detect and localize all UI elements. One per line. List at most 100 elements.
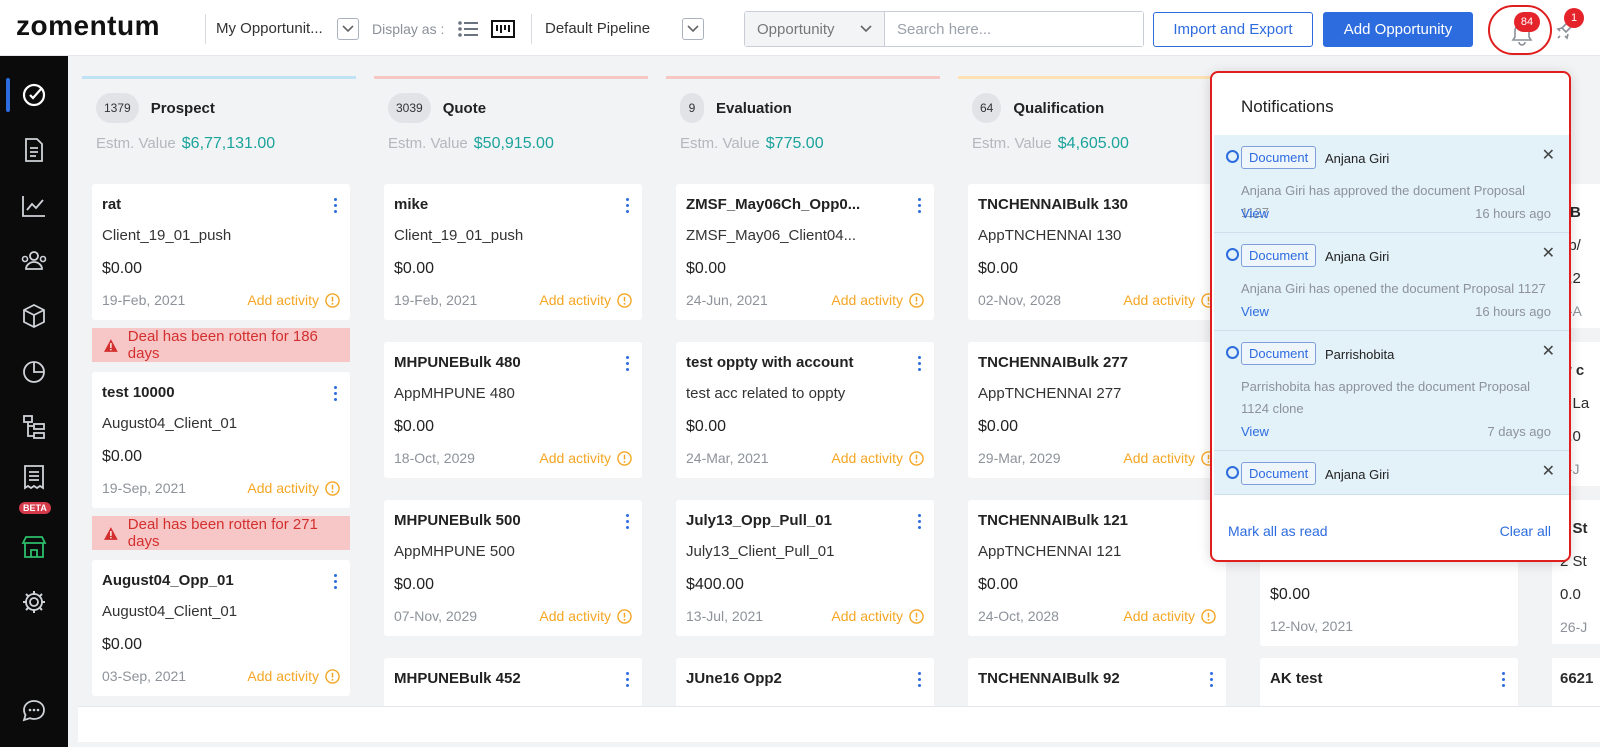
opportunity-card[interactable]: rat Client_19_01_push $0.00 19-Feb, 2021…: [92, 184, 350, 320]
mark-all-read-button[interactable]: Mark all as read: [1228, 523, 1328, 539]
dashboard-icon[interactable]: [21, 359, 47, 385]
card-title: MHPUNEBulk 480: [394, 354, 521, 371]
view-link[interactable]: View: [1241, 424, 1269, 439]
unread-indicator-icon[interactable]: [1226, 346, 1239, 359]
card-menu-icon[interactable]: [626, 514, 630, 529]
active-indicator: [6, 78, 10, 112]
workflows-icon[interactable]: [21, 414, 47, 440]
chat-icon[interactable]: [21, 698, 47, 724]
close-icon[interactable]: ✕: [1541, 147, 1555, 164]
card-menu-icon[interactable]: [918, 198, 922, 213]
add-activity-link[interactable]: Add activity: [831, 608, 924, 624]
estm-value: $4,605.00: [1057, 135, 1129, 152]
add-activity-link[interactable]: Add activity: [1123, 292, 1216, 308]
notification-item[interactable]: Document Parrishobita ✕ Parrishobita has…: [1214, 331, 1569, 451]
notifications-title: Notifications: [1241, 97, 1334, 116]
opportunity-card[interactable]: MHPUNEBulk 500 AppMHPUNE 500 $0.00 07-No…: [384, 500, 642, 636]
card-amount: $0.00: [394, 260, 435, 277]
opportunity-card[interactable]: MHPUNEBulk 480 AppMHPUNE 480 $0.00 18-Oc…: [384, 342, 642, 478]
card-date: 24-Mar, 2021: [686, 450, 769, 466]
card-menu-icon[interactable]: [1210, 672, 1214, 687]
clear-all-button[interactable]: Clear all: [1499, 523, 1551, 539]
info-circle-icon: [325, 480, 340, 496]
settings-icon[interactable]: [21, 589, 47, 615]
list-view-icon[interactable]: [456, 19, 480, 39]
add-activity-label: Add activity: [1123, 608, 1195, 624]
opportunity-card[interactable]: ZMSF_May06Ch_Opp0... ZMSF_May06_Client04…: [676, 184, 934, 320]
column-header: 3039 Quote Estm. Value $50,915.00: [374, 76, 648, 172]
add-activity-link[interactable]: Add activity: [539, 608, 632, 624]
pipeline-dropdown-button[interactable]: [682, 18, 704, 40]
opportunity-card[interactable]: test oppty with account test acc related…: [676, 342, 934, 478]
card-menu-icon[interactable]: [918, 356, 922, 371]
unread-indicator-icon[interactable]: [1226, 466, 1239, 479]
pipeline-selector[interactable]: Default Pipeline: [545, 20, 651, 37]
search-input[interactable]: [885, 12, 1143, 46]
card-client: August04_Client_01: [102, 415, 238, 432]
add-opportunity-button[interactable]: Add Opportunity: [1323, 12, 1473, 47]
products-icon[interactable]: [21, 303, 47, 329]
card-title: ZMSF_May06Ch_Opp0...: [686, 196, 861, 213]
import-export-button[interactable]: Import and Export: [1153, 12, 1313, 47]
add-activity-link[interactable]: Add activity: [539, 292, 632, 308]
clients-icon[interactable]: [21, 248, 47, 274]
display-as-label: Display as :: [372, 21, 445, 37]
add-activity-link[interactable]: Add activity: [247, 668, 340, 684]
card-menu-icon[interactable]: [334, 574, 338, 589]
opportunity-card[interactable]: July13_Opp_Pull_01 July13_Client_Pull_01…: [676, 500, 934, 636]
close-icon[interactable]: ✕: [1541, 463, 1555, 480]
card-date: 13-Jul, 2021: [686, 608, 764, 624]
horizontal-scrollbar[interactable]: [78, 706, 1600, 742]
add-activity-link[interactable]: Add activity: [247, 292, 340, 308]
marketplace-icon[interactable]: [21, 534, 47, 560]
card-client: AppMHPUNE 480: [394, 385, 515, 402]
add-activity-link[interactable]: Add activity: [1123, 450, 1216, 466]
sidebar: BETA: [0, 56, 68, 747]
add-activity-link[interactable]: Add activity: [247, 480, 340, 496]
billing-icon[interactable]: [21, 464, 47, 490]
notification-item[interactable]: Document Anjana Giri ✕ Anjana Giri has a…: [1214, 135, 1569, 233]
close-icon[interactable]: ✕: [1541, 245, 1555, 262]
close-icon[interactable]: ✕: [1541, 343, 1555, 360]
add-activity-link[interactable]: Add activity: [539, 450, 632, 466]
opportunity-card[interactable]: August04_Opp_01 August04_Client_01 $0.00…: [92, 560, 350, 696]
opportunity-card[interactable]: TNCHENNAIBulk 121 AppTNCHENNAI 121 $0.00…: [968, 500, 1226, 636]
unread-indicator-icon[interactable]: [1226, 150, 1239, 163]
board-view-icon[interactable]: [491, 19, 515, 39]
unread-indicator-icon[interactable]: [1226, 248, 1239, 261]
warning-icon: [104, 526, 118, 540]
card-menu-icon[interactable]: [334, 198, 338, 213]
card-title: rat: [102, 196, 122, 213]
opportunity-card[interactable]: TNCHENNAIBulk 130 AppTNCHENNAI 130 $0.00…: [968, 184, 1226, 320]
opportunity-card[interactable]: test 10000 August04_Client_01 $0.00 19-S…: [92, 372, 350, 508]
opportunity-card[interactable]: TNCHENNAIBulk 277 AppTNCHENNAI 277 $0.00…: [968, 342, 1226, 478]
reports-icon[interactable]: [21, 193, 47, 219]
view-link[interactable]: View: [1241, 304, 1269, 319]
view-selector[interactable]: My Opportunit...: [216, 20, 323, 37]
notifications-button[interactable]: 84: [1488, 5, 1552, 55]
documents-icon[interactable]: [21, 137, 47, 163]
view-dropdown-button[interactable]: [337, 18, 359, 40]
card-menu-icon[interactable]: [334, 386, 338, 401]
card-menu-icon[interactable]: [918, 672, 922, 687]
view-link[interactable]: View: [1241, 206, 1269, 221]
rocket-button[interactable]: 1: [1554, 8, 1584, 47]
card-menu-icon[interactable]: [626, 672, 630, 687]
add-activity-link[interactable]: Add activity: [831, 292, 924, 308]
notification-item[interactable]: Document Anjana Giri ✕ Anjana Giri has o…: [1214, 233, 1569, 331]
card-menu-icon[interactable]: [626, 198, 630, 213]
card-menu-icon[interactable]: [918, 514, 922, 529]
opportunity-card[interactable]: mike Client_19_01_push $0.00 19-Feb, 202…: [384, 184, 642, 320]
opportunities-icon[interactable]: [21, 82, 47, 108]
card-menu-icon[interactable]: [626, 356, 630, 371]
card-date: 29-Mar, 2029: [978, 450, 1061, 466]
estm-value: $50,915.00: [473, 135, 554, 152]
card-amount: $0.00: [102, 448, 143, 465]
zomentum-logo[interactable]: zomentum: [16, 10, 160, 41]
add-activity-link[interactable]: Add activity: [1123, 608, 1216, 624]
notification-type-tag: Document: [1241, 462, 1317, 485]
card-menu-icon[interactable]: [1502, 672, 1506, 687]
search-type-select[interactable]: Opportunity: [745, 12, 885, 46]
add-activity-link[interactable]: Add activity: [831, 450, 924, 466]
notification-item[interactable]: Document Anjana Giri ✕: [1214, 451, 1569, 495]
